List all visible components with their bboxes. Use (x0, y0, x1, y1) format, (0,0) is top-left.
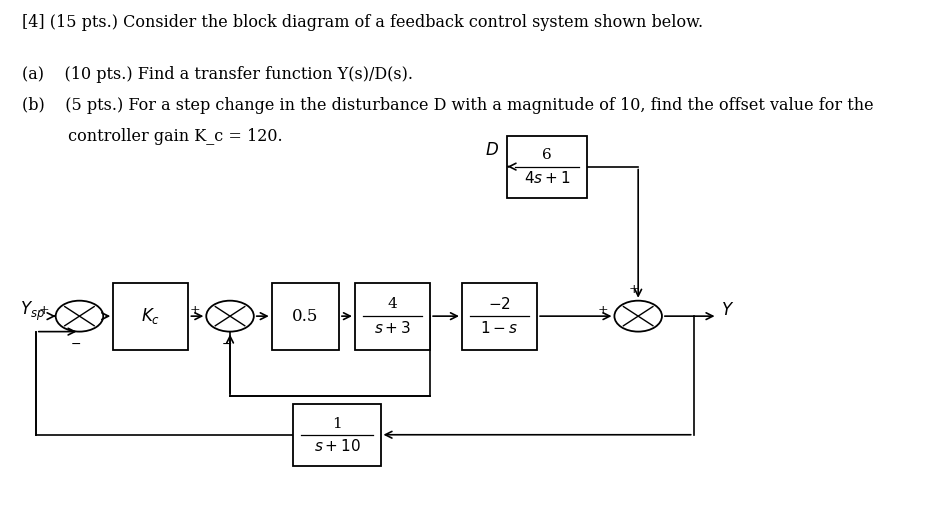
Text: $-$: $-$ (70, 337, 81, 350)
Text: +: + (189, 304, 200, 318)
Text: $D$: $D$ (484, 142, 498, 159)
Text: $K_c$: $K_c$ (141, 306, 161, 326)
Text: $-2$: $-2$ (488, 296, 511, 312)
Circle shape (55, 301, 103, 332)
Bar (272, 282, 339, 350)
Bar (462, 282, 537, 350)
Text: $1 - s$: $1 - s$ (480, 320, 519, 336)
Text: +: + (598, 304, 608, 318)
Text: $-$: $-$ (221, 337, 231, 350)
Text: (b)    (5 pts.) For a step change in the disturbance D with a magnitude of 10, f: (b) (5 pts.) For a step change in the di… (22, 97, 873, 114)
Circle shape (615, 301, 662, 332)
Text: (a)    (10 pts.) Find a transfer function Y(s)/D(s).: (a) (10 pts.) Find a transfer function Y… (22, 66, 413, 83)
Text: 4: 4 (387, 297, 398, 311)
Bar (113, 282, 188, 350)
Text: +: + (629, 282, 639, 296)
Text: $Y$: $Y$ (721, 302, 735, 320)
Text: $s + 3$: $s + 3$ (374, 320, 411, 336)
Text: 6: 6 (542, 148, 552, 162)
Text: controller gain K_c = 120.: controller gain K_c = 120. (22, 128, 282, 145)
Text: $Y_{sp}$: $Y_{sp}$ (20, 299, 45, 323)
Text: 1: 1 (332, 417, 342, 431)
Text: $s + 10$: $s + 10$ (314, 438, 361, 454)
Circle shape (206, 301, 254, 332)
Bar (293, 404, 381, 466)
Bar (508, 136, 587, 198)
Text: 0.5: 0.5 (292, 308, 319, 325)
Text: $4s + 1$: $4s + 1$ (524, 170, 571, 185)
Text: +: + (39, 304, 49, 318)
Bar (355, 282, 431, 350)
Text: [4] (15 pts.) Consider the block diagram of a feedback control system shown belo: [4] (15 pts.) Consider the block diagram… (22, 15, 703, 31)
